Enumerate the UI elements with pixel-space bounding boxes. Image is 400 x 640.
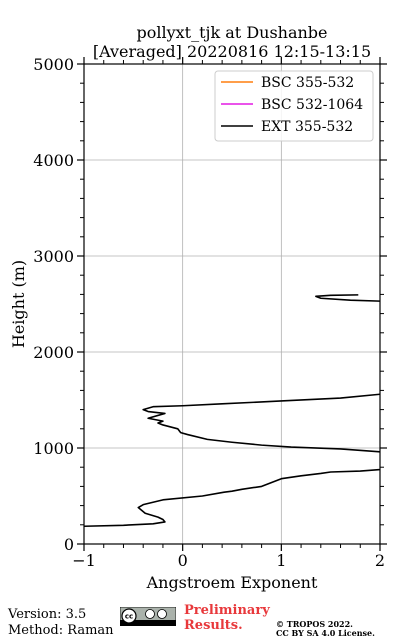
version-text: Version: 3.5 (8, 607, 87, 622)
x-tick-label: 1 (276, 551, 286, 570)
x-tick-label: 0 (178, 551, 188, 570)
y-tick-label: 2000 (33, 343, 74, 362)
x-tick-label: 2 (375, 551, 385, 570)
x-axis-label: Angstroem Exponent (146, 573, 318, 592)
y-axis-label: Height (m) (9, 260, 28, 348)
y-tick-label: 3000 (33, 247, 74, 266)
legend-label-bsc-355-532: BSC 355-532 (261, 75, 354, 91)
y-tick-label: 1000 (33, 439, 74, 458)
preliminary-line-1: Preliminary (184, 603, 270, 618)
method-text: Method: Raman (8, 623, 114, 638)
copyright-line-2: CC BY SA 4.0 License. (276, 628, 375, 638)
version-info: Version: 3.5 Method: Raman (8, 607, 114, 639)
legend-box (214, 70, 374, 142)
legend: BSC 355-532 BSC 532-1064 EXT 355-532 (214, 70, 374, 142)
series-line-ext-355-532 (84, 393, 380, 528)
copyright-note: © TROPOS 2022. CC BY SA 4.0 License. (276, 620, 375, 638)
preliminary-line-2: Results. (184, 618, 243, 633)
cc-by-sa-icon: cc (120, 607, 176, 626)
series-line-ext-355-532-upper (315, 294, 380, 302)
minor-ticks (80, 60, 384, 548)
plot-frame (83, 63, 381, 545)
legend-label-bsc-532-1064: BSC 532-1064 (261, 97, 363, 113)
copyright-line-1: © TROPOS 2022. (276, 619, 353, 629)
svg-text:cc: cc (125, 613, 133, 621)
chart-title: pollyxt_tjk at Dushanbe (136, 23, 327, 42)
chart-subtitle: [Averaged] 20220816 12:15-13:15 (93, 42, 371, 61)
preliminary-results-note: Preliminary Results. (184, 603, 270, 633)
angstroem-profile-chart: pollyxt_tjk at Dushanbe [Averaged] 20220… (9, 23, 387, 592)
x-tick-label: −1 (72, 551, 96, 570)
y-tick-label: 0 (64, 535, 74, 554)
series-layer (84, 294, 380, 528)
legend-label-ext-355-532: EXT 355-532 (261, 119, 353, 135)
y-tick-label: 5000 (33, 55, 74, 74)
major-ticks (77, 57, 387, 551)
y-tick-label: 4000 (33, 151, 74, 170)
